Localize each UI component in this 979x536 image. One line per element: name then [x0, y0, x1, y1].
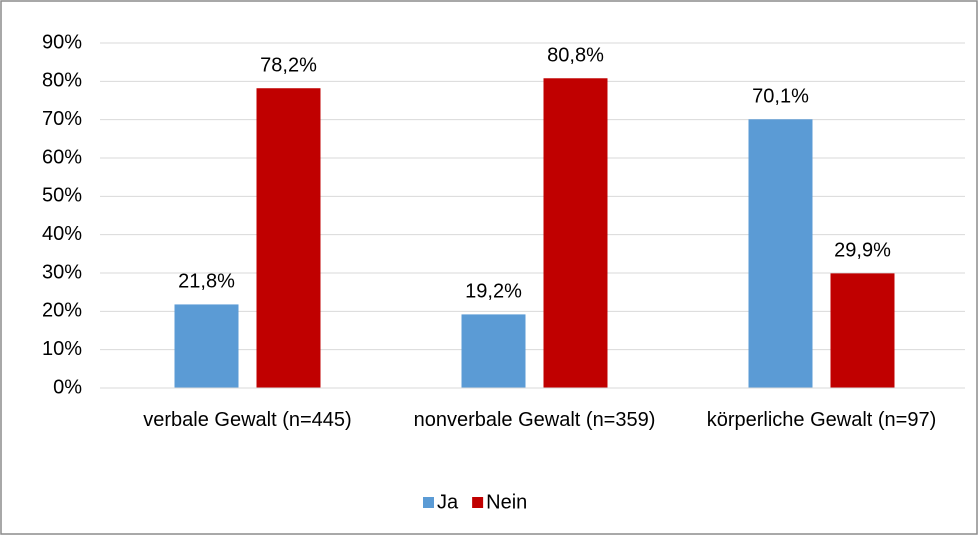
value-label: 78,2%	[260, 55, 317, 77]
y-tick-label: 80%	[42, 70, 82, 92]
bar	[461, 314, 526, 388]
bar	[174, 304, 239, 388]
legend-swatch	[423, 497, 434, 508]
legend-swatch	[472, 497, 484, 508]
y-tick-label: 30%	[42, 261, 82, 283]
value-label: 19,2%	[465, 281, 522, 303]
value-label: 21,8%	[178, 271, 235, 293]
value-label: 29,9%	[834, 240, 891, 262]
y-tick-label: 60%	[42, 146, 82, 168]
x-tick-label: nonverbale Gewalt (n=359)	[413, 409, 656, 431]
bar	[543, 78, 608, 389]
y-tick-label: 20%	[42, 300, 82, 322]
y-tick-label: 0%	[53, 376, 82, 398]
bar	[256, 88, 321, 388]
value-label: 80,8%	[547, 45, 604, 67]
bar	[748, 119, 813, 389]
y-tick-label: 90%	[42, 31, 82, 53]
y-tick-label: 40%	[42, 223, 82, 245]
y-tick-label: 10%	[42, 338, 82, 360]
bar	[830, 273, 895, 388]
x-tick-label: körperliche Gewalt (n=97)	[706, 409, 937, 431]
x-tick-label: verbale Gewalt (n=445)	[143, 409, 352, 431]
legend-label: Ja	[437, 491, 459, 513]
value-label: 70,1%	[752, 86, 809, 108]
y-tick-label: 50%	[42, 185, 82, 207]
y-tick-label: 70%	[42, 108, 82, 130]
legend-label: Nein	[486, 491, 527, 513]
